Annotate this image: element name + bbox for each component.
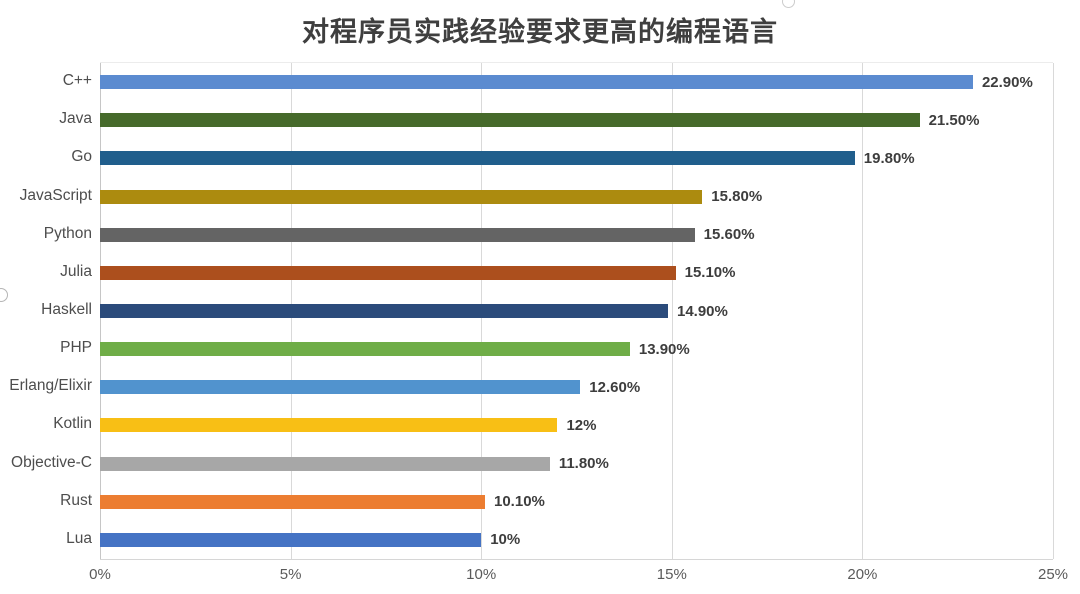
bars-area: 22.90% 21.50% 19.80% 15.80% 15.60% 15.10% 14.9…: [100, 63, 1053, 559]
category-label: C++: [62, 72, 92, 90]
value-label: 15.80%: [711, 188, 763, 206]
bar-haskell: [100, 304, 668, 319]
value-label: 12.60%: [589, 378, 641, 396]
value-label: 15.10%: [684, 264, 736, 282]
bar-julia: [100, 265, 676, 280]
bar-lua: [100, 532, 482, 547]
bar-rust: [100, 494, 485, 509]
value-label: 14.90%: [676, 302, 728, 320]
bar-row: 15.80%: [100, 177, 1053, 215]
gridline: [671, 63, 673, 559]
category-label: JavaScript: [19, 186, 92, 204]
category-label: Python: [43, 224, 92, 242]
x-tick-label: 20%: [847, 566, 878, 583]
value-label: 10.10%: [494, 493, 545, 511]
bar-java: [100, 113, 920, 128]
bar-row: 12%: [100, 406, 1053, 444]
category-axis: C++ Java Go JavaScript Python Julia Haskell PHP…: [0, 62, 92, 558]
value-label: 12%: [566, 416, 597, 434]
value-label: 11.80%: [558, 455, 609, 473]
category-label: Go: [71, 148, 92, 166]
category-label: Lua: [66, 529, 92, 547]
category-label: Kotlin: [53, 415, 92, 433]
gridline: [1053, 63, 1054, 559]
x-tick-label: 0%: [89, 566, 111, 583]
gridline: [862, 63, 864, 559]
plot-area: 22.90% 21.50% 19.80% 15.80% 15.60% 15.10% 14.9…: [100, 62, 1054, 560]
bar-javascript: [100, 189, 703, 204]
category-label: Julia: [60, 262, 92, 280]
x-tick-label: 10%: [466, 566, 497, 583]
bar-go: [100, 151, 855, 166]
category-label: Erlang/Elixir: [9, 377, 92, 395]
x-axis: 0% 5% 10% 15% 20% 25%: [89, 562, 1068, 586]
bar-row: 15.60%: [100, 216, 1053, 254]
x-tick-label: 15%: [656, 566, 687, 583]
bar-python: [100, 227, 695, 242]
bar-row: 21.50%: [100, 101, 1053, 139]
bar-row: 14.90%: [100, 292, 1053, 330]
value-label: 10%: [490, 531, 521, 549]
category-label: Java: [59, 110, 92, 128]
bar-row: 11.80%: [100, 445, 1053, 483]
category-label: Haskell: [41, 301, 92, 319]
bar-php: [100, 342, 630, 357]
watermark-dot-artifact: [782, 0, 795, 8]
bar-kotlin: [100, 418, 558, 433]
category-label: Objective-C: [11, 453, 92, 471]
value-label: 19.80%: [863, 149, 915, 167]
category-label: Rust: [60, 491, 92, 509]
bar-row: 12.60%: [100, 368, 1053, 406]
x-tick-label: 5%: [279, 566, 302, 583]
bar-row: 19.80%: [100, 139, 1053, 177]
value-label: 13.90%: [638, 340, 690, 358]
x-tick-label: 25%: [1037, 566, 1069, 583]
bar-objective-c: [100, 456, 550, 471]
value-label: 22.90%: [981, 73, 1033, 91]
bar-row: 10.10%: [100, 483, 1053, 521]
bar-row: 13.90%: [100, 330, 1053, 368]
bar-row: 10%: [100, 521, 1053, 559]
category-label: PHP: [60, 339, 92, 357]
bar-erlang-elixir: [100, 380, 581, 395]
value-label: 15.60%: [703, 226, 755, 244]
bar-c-: [100, 75, 973, 90]
bar-row: 15.10%: [100, 254, 1053, 292]
chart-title: 对程序员实践经验要求更高的编程语言: [302, 17, 778, 47]
value-label: 21.50%: [928, 111, 980, 129]
bar-row: 22.90%: [100, 63, 1053, 101]
